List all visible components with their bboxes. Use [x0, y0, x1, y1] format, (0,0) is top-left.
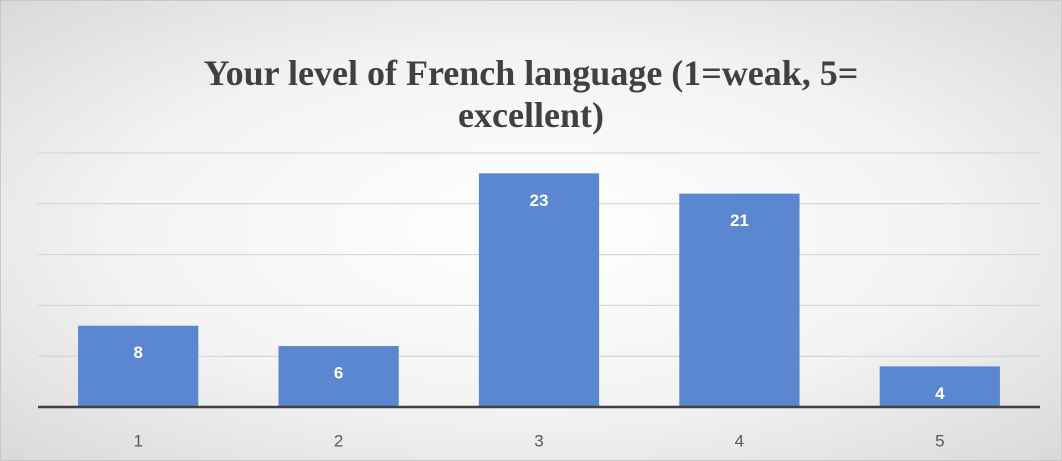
data-label: 8 — [133, 343, 142, 362]
x-tick-label: 1 — [133, 431, 142, 450]
bar — [679, 193, 800, 407]
x-tick-label: 5 — [935, 431, 944, 450]
bar — [879, 366, 1000, 407]
data-label: 6 — [334, 364, 343, 383]
data-label: 4 — [935, 384, 945, 403]
bar — [278, 346, 399, 407]
data-label: 21 — [730, 211, 749, 230]
x-tick-label: 4 — [735, 431, 744, 450]
bar — [478, 173, 600, 407]
data-label: 23 — [530, 191, 549, 210]
x-tick-label: 2 — [334, 431, 343, 450]
bar — [78, 325, 199, 407]
chart-title: Your level of French language (1=weak, 5… — [203, 53, 859, 135]
x-tick-label: 3 — [534, 431, 543, 450]
